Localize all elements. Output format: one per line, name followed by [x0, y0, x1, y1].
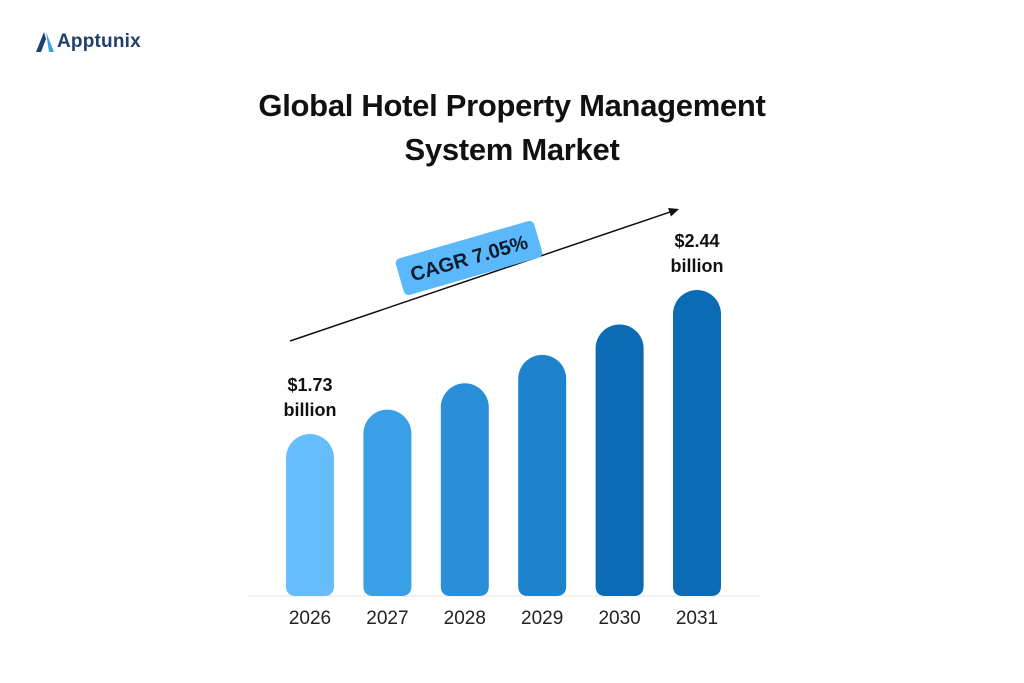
- bar-2027: [363, 409, 412, 596]
- x-tick-label-2027: 2027: [366, 608, 408, 629]
- data-label-2031-line-2: billion: [671, 256, 724, 276]
- bar-2026: [286, 434, 334, 596]
- bar-2031: [673, 290, 721, 596]
- apptunix-logo-icon: [36, 32, 54, 52]
- trend-arrow-line: [289, 210, 672, 342]
- brand-logo: Apptunix: [34, 30, 141, 54]
- bar-2030: [595, 324, 644, 596]
- chart-title: Global Hotel Property Management System …: [0, 84, 1024, 172]
- x-tick-label-2030: 2030: [598, 608, 640, 629]
- chart-title-line-1: Global Hotel Property Management: [258, 88, 766, 123]
- x-tick-label-2029: 2029: [521, 608, 563, 629]
- trend-arrowhead-icon: [668, 207, 679, 217]
- cagr-badge: CAGR 7.05%: [395, 220, 543, 296]
- bar-2029: [518, 354, 567, 596]
- data-label-2026-line-1: $1.73: [287, 375, 332, 395]
- bar-2028: [440, 383, 489, 596]
- x-tick-label-2026: 2026: [289, 608, 331, 629]
- cagr-badge-background: [395, 220, 543, 296]
- chart-title-line-2: System Market: [404, 132, 620, 167]
- brand-name: Apptunix: [57, 31, 141, 52]
- x-tick-label-2031: 2031: [676, 608, 718, 629]
- x-tick-label-2028: 2028: [444, 608, 486, 629]
- data-label-2031-line-1: $2.44: [674, 231, 719, 251]
- data-label-2026-line-2: billion: [284, 400, 337, 420]
